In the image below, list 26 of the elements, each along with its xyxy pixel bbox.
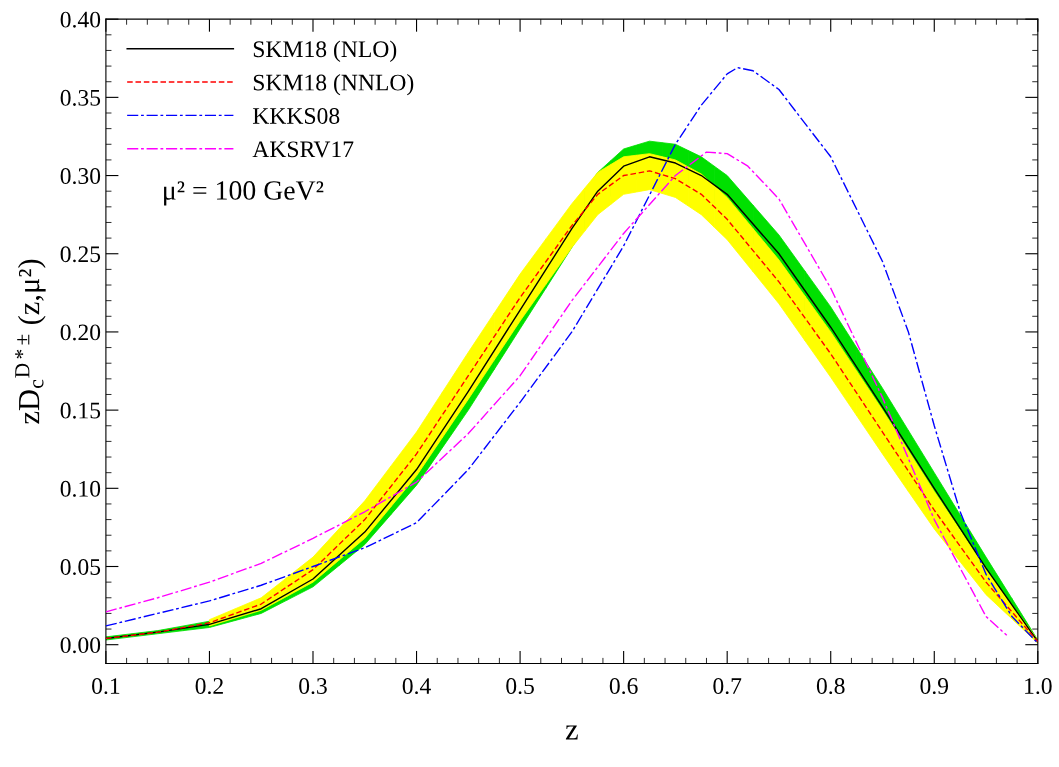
y-tick-label: 0.00: [60, 637, 101, 654]
x-axis-title: z: [565, 725, 578, 740]
x-tick-label: 0.1: [92, 678, 120, 695]
x-tick-label: 0.6: [609, 678, 638, 695]
y-tick-label: 0.30: [60, 168, 101, 185]
legend-label: SKM18 (NNLO): [253, 73, 414, 96]
x-tick-label: 0.9: [920, 678, 949, 695]
y-tick-label: 0.15: [60, 402, 101, 419]
y-axis-title: zD$_{c}$$^{D*±}$ (z,μ²): [15, 259, 46, 424]
x-tick-label: 0.2: [195, 678, 223, 695]
annotation: μ² = 100 GeV²: [164, 181, 324, 206]
y-tick-label: 0.35: [60, 89, 101, 106]
legend-label: SKM18 (NLO): [253, 40, 397, 62]
y-tick-label: 0.20: [60, 324, 101, 341]
legend-label: KKKS08: [252, 107, 340, 124]
x-tick-label: 1.0: [1025, 678, 1052, 695]
y-tick-label: 0.40: [60, 11, 101, 28]
y-tick-label: 0.10: [60, 480, 101, 497]
x-tick-label: 0.8: [816, 678, 845, 695]
x-tick-label: 0.7: [713, 678, 742, 695]
legend-label: AKSRV17: [252, 141, 354, 158]
x-tick-label: 0.3: [299, 678, 327, 695]
y-tick-label: 0.05: [60, 558, 101, 576]
x-tick-label: 0.4: [402, 678, 431, 695]
y-tick-label: 0.25: [60, 246, 101, 263]
x-tick-label: 0.5: [506, 678, 534, 695]
